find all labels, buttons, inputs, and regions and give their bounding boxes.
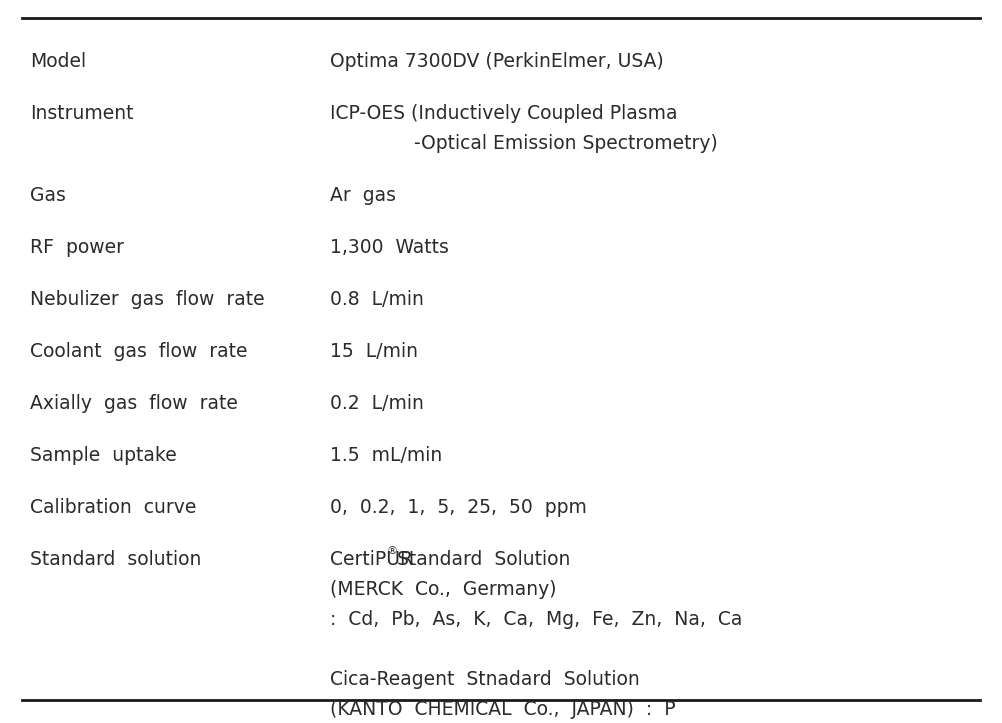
Text: Sample  uptake: Sample uptake [30, 446, 176, 465]
Text: 0.8  L/min: 0.8 L/min [330, 290, 424, 309]
Text: -Optical Emission Spectrometry): -Optical Emission Spectrometry) [330, 134, 717, 153]
Text: (KANTO  CHEMICAL  Co.,  JAPAN)  :  P: (KANTO CHEMICAL Co., JAPAN) : P [330, 700, 675, 719]
Text: Ar  gas: Ar gas [330, 186, 396, 205]
Text: (MERCK  Co.,  Germany): (MERCK Co., Germany) [330, 580, 556, 599]
Text: 15  L/min: 15 L/min [330, 342, 418, 361]
Text: Cica-Reagent  Stnadard  Solution: Cica-Reagent Stnadard Solution [330, 670, 639, 689]
Text: 1,300  Watts: 1,300 Watts [330, 238, 449, 257]
Text: ®: ® [386, 546, 397, 556]
Text: Gas: Gas [30, 186, 66, 205]
Text: 0,  0.2,  1,  5,  25,  50  ppm: 0, 0.2, 1, 5, 25, 50 ppm [330, 498, 587, 517]
Text: Model: Model [30, 52, 86, 71]
Text: Coolant  gas  flow  rate: Coolant gas flow rate [30, 342, 247, 361]
Text: Instrument: Instrument [30, 104, 133, 123]
Text: Nebulizer  gas  flow  rate: Nebulizer gas flow rate [30, 290, 265, 309]
Text: RF  power: RF power [30, 238, 124, 257]
Text: ICP-OES (Inductively Coupled Plasma: ICP-OES (Inductively Coupled Plasma [330, 104, 677, 123]
Text: Standard  Solution: Standard Solution [392, 550, 571, 569]
Text: Axially  gas  flow  rate: Axially gas flow rate [30, 394, 237, 413]
Text: 1.5  mL/min: 1.5 mL/min [330, 446, 442, 465]
Text: Calibration  curve: Calibration curve [30, 498, 196, 517]
Text: Standard  solution: Standard solution [30, 550, 201, 569]
Text: :  Cd,  Pb,  As,  K,  Ca,  Mg,  Fe,  Zn,  Na,  Ca: : Cd, Pb, As, K, Ca, Mg, Fe, Zn, Na, Ca [330, 610, 742, 629]
Text: Optima 7300DV (PerkinElmer, USA): Optima 7300DV (PerkinElmer, USA) [330, 52, 663, 71]
Text: 0.2  L/min: 0.2 L/min [330, 394, 424, 413]
Text: CertiPUR: CertiPUR [330, 550, 413, 569]
